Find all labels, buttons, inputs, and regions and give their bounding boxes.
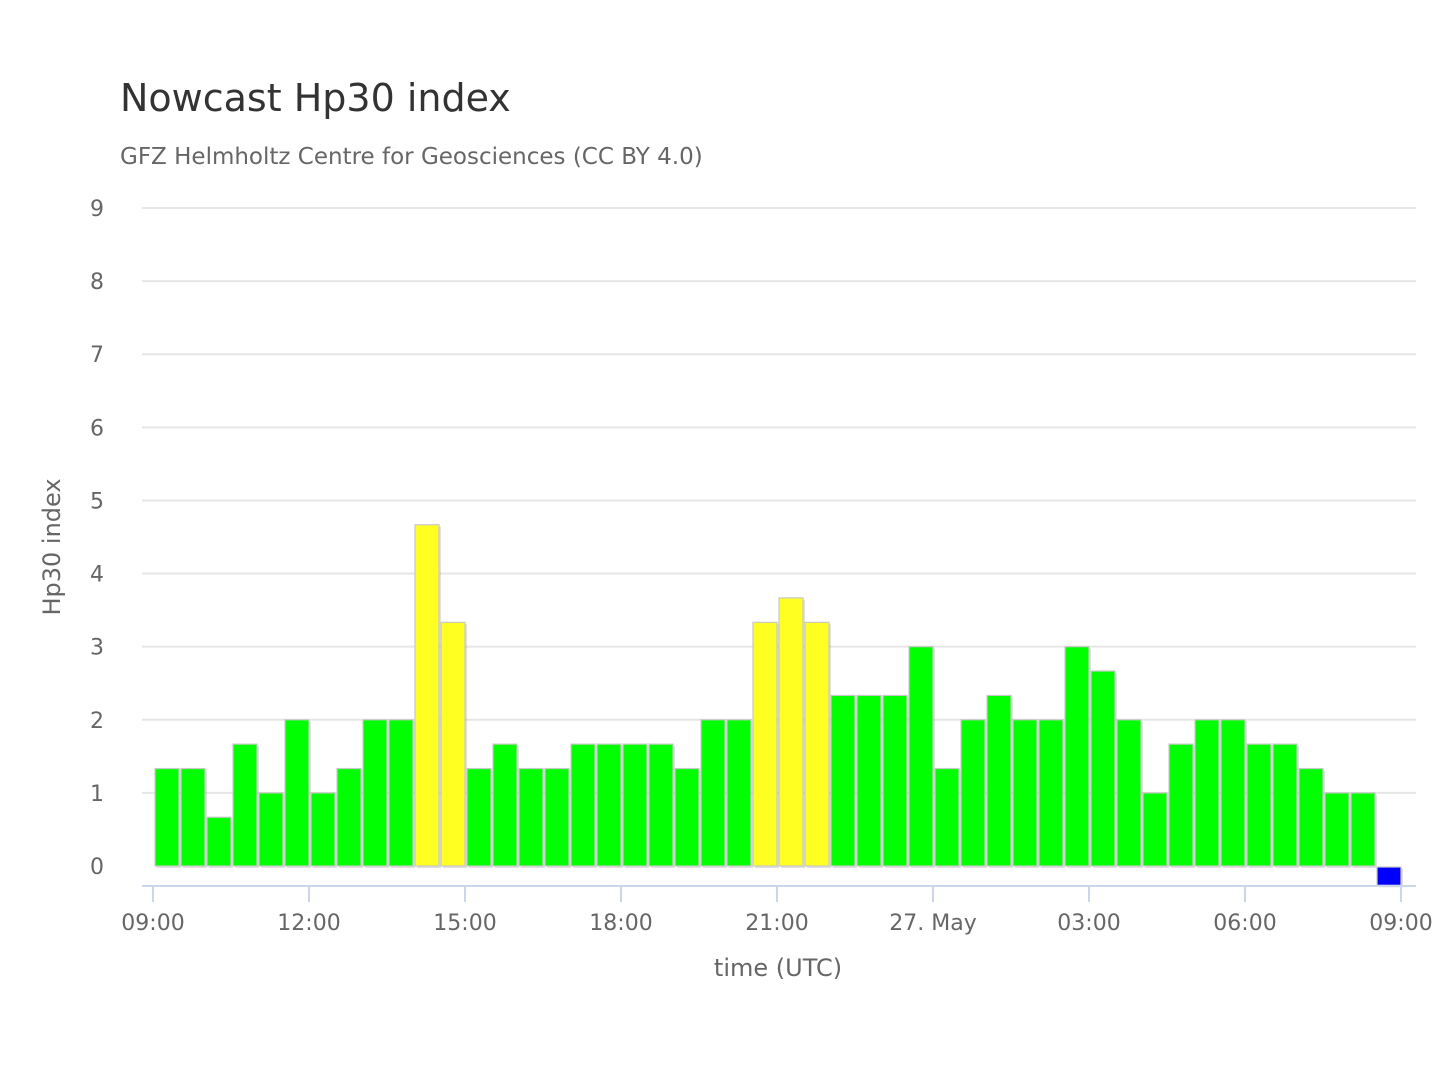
y-tick-label: 5 <box>90 489 104 514</box>
x-tick-label: 18:00 <box>589 911 652 936</box>
x-tick-label: 09:00 <box>1369 911 1432 936</box>
bar <box>232 743 258 867</box>
bar <box>1376 866 1402 886</box>
bar <box>570 743 596 867</box>
bar <box>1194 719 1220 867</box>
y-axis-ticks: 0 1 2 3 4 5 6 7 8 9 <box>90 197 104 880</box>
bar <box>882 694 908 867</box>
bar <box>960 719 986 867</box>
y-tick-label: 4 <box>90 563 104 588</box>
bar <box>908 646 934 867</box>
bar <box>284 719 310 867</box>
bar <box>1090 670 1116 867</box>
y-tick-label: 3 <box>90 636 104 661</box>
bar <box>1168 743 1194 867</box>
bar-series <box>154 524 1403 888</box>
bar <box>778 597 804 867</box>
bar <box>310 792 336 867</box>
bar <box>856 694 882 867</box>
x-tick-label: 27. May <box>889 911 976 936</box>
bar <box>1350 792 1376 867</box>
x-axis-title: time (UTC) <box>714 954 842 982</box>
bar <box>596 743 622 867</box>
bar <box>154 767 180 867</box>
y-tick-label: 1 <box>90 782 104 807</box>
y-axis-title: Hp30 index <box>38 478 66 615</box>
x-tick-label: 21:00 <box>745 911 808 936</box>
x-tick-label: 09:00 <box>121 911 184 936</box>
bar <box>622 743 648 867</box>
bar <box>544 767 570 867</box>
bar <box>986 694 1012 867</box>
x-axis: 09:00 12:00 15:00 18:00 21:00 27. May 03:00 06:… <box>121 885 1433 936</box>
y-tick-label: 6 <box>90 416 104 441</box>
bar <box>752 621 778 867</box>
bar <box>492 743 518 867</box>
bar <box>362 719 388 867</box>
x-tick-label: 15:00 <box>433 911 496 936</box>
bar <box>726 719 752 867</box>
bar <box>830 694 856 867</box>
bar <box>934 767 960 867</box>
bar <box>336 767 362 867</box>
bar <box>206 816 232 867</box>
bar <box>1142 792 1168 867</box>
bar <box>1220 719 1246 867</box>
bar <box>466 767 492 867</box>
bar <box>1324 792 1350 867</box>
y-tick-label: 9 <box>90 197 104 222</box>
bar <box>1272 743 1298 867</box>
bar <box>1246 743 1272 867</box>
x-tick-label: 03:00 <box>1057 911 1120 936</box>
bar <box>1012 719 1038 867</box>
bar <box>1038 719 1064 867</box>
chart-title: Nowcast Hp30 index <box>120 76 511 120</box>
bar <box>700 719 726 867</box>
bar <box>440 621 466 867</box>
bar <box>180 767 206 867</box>
bar <box>258 792 284 867</box>
bar <box>804 621 830 867</box>
y-tick-label: 8 <box>90 270 104 295</box>
bar <box>518 767 544 867</box>
bar <box>1116 719 1142 867</box>
bar <box>1298 767 1324 867</box>
bar <box>1064 646 1090 867</box>
bar <box>674 767 700 867</box>
bar <box>648 743 674 867</box>
y-tick-label: 7 <box>90 343 104 368</box>
y-tick-label: 0 <box>90 855 104 880</box>
x-tick-label: 06:00 <box>1213 911 1276 936</box>
bar <box>388 719 414 867</box>
y-tick-label: 2 <box>90 709 104 734</box>
x-tick-label: 12:00 <box>277 911 340 936</box>
chart-subtitle: GFZ Helmholtz Centre for Geosciences (CC… <box>120 144 703 170</box>
bar <box>414 524 440 867</box>
